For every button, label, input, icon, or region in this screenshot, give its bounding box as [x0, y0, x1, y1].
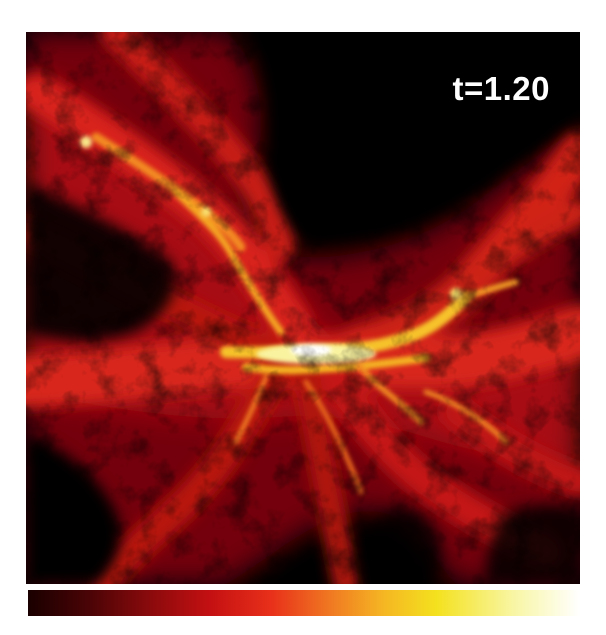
colorbar [28, 590, 580, 616]
density-map: t=1.20 [26, 32, 580, 584]
time-label: t=1.20 [452, 70, 550, 107]
density-map-image [26, 32, 580, 584]
colorbar-gradient [28, 590, 580, 616]
